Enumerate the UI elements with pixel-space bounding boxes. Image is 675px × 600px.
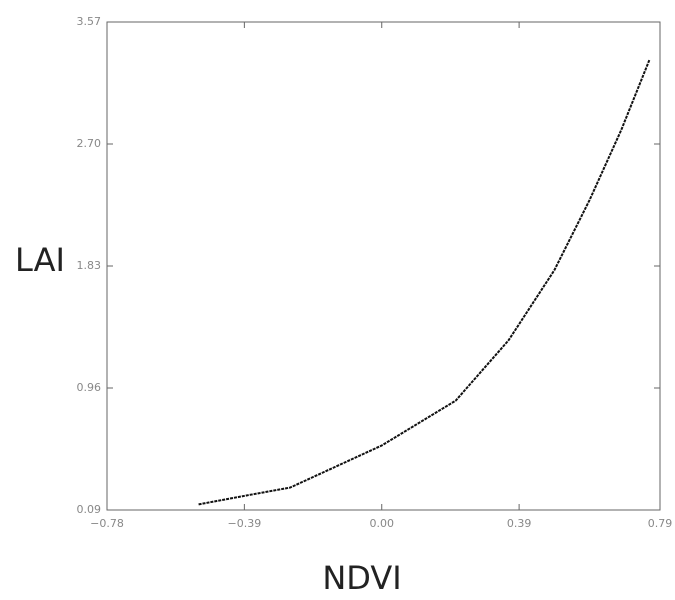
plot-frame [106, 21, 661, 511]
data-line [198, 59, 651, 506]
x-tick-label: −0.39 [228, 517, 262, 530]
y-axis-title: LAI [15, 241, 65, 279]
y-tick-label: 3.57 [77, 15, 102, 28]
x-tick-label: 0.00 [369, 517, 394, 530]
y-tick-label: 0.96 [77, 381, 102, 394]
x-tick-label: 0.79 [648, 517, 673, 530]
x-axis-title: NDVI [322, 559, 401, 597]
x-tick-label: 0.39 [507, 517, 532, 530]
x-tick-label: −0.78 [90, 517, 124, 530]
y-tick-label: 1.83 [77, 259, 102, 272]
y-tick-label: 0.09 [77, 503, 102, 516]
y-tick-label: 2.70 [77, 137, 102, 150]
